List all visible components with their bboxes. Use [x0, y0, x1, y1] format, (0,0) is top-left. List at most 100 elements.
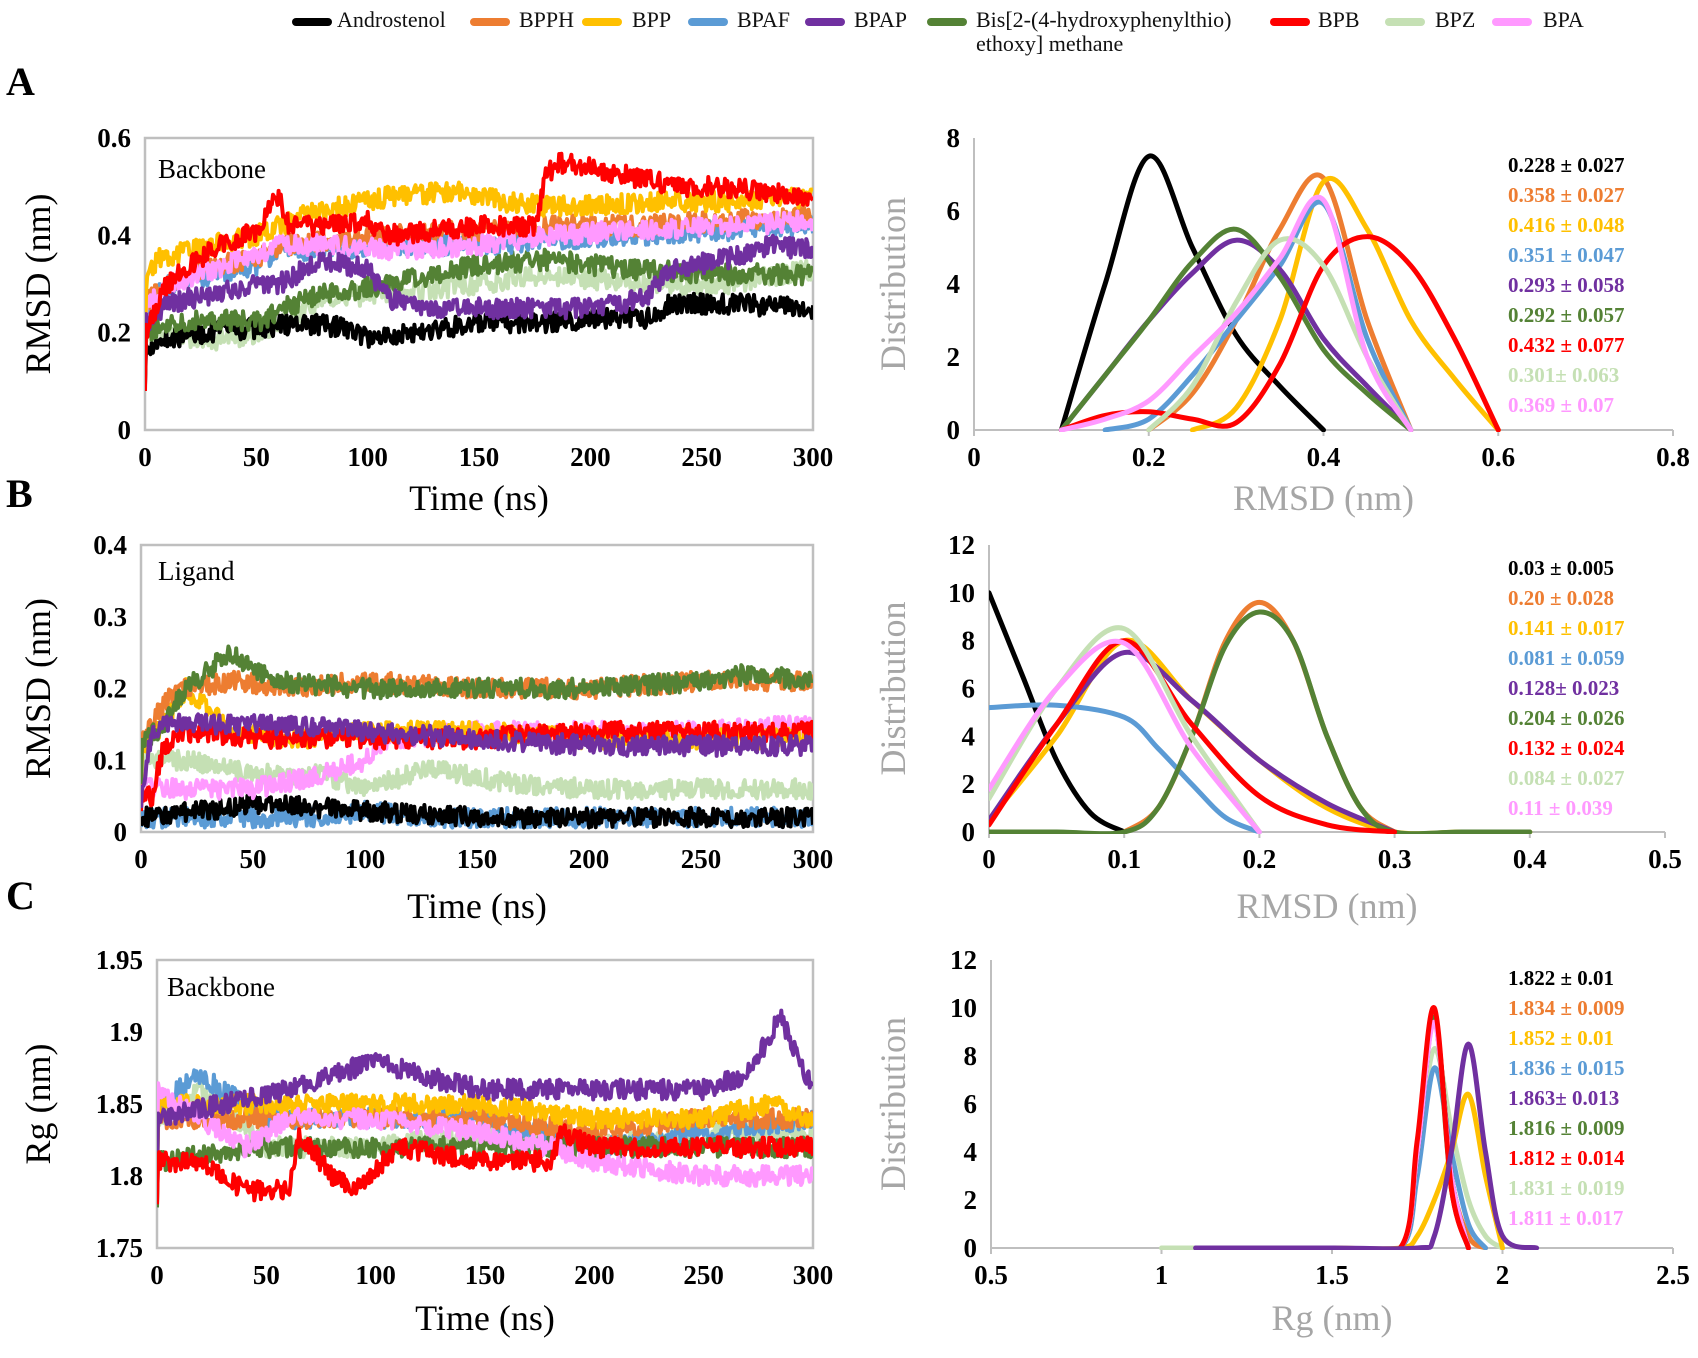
- stat-annotation: 0.301± 0.063: [1508, 363, 1619, 387]
- plot-annotation: Backbone: [167, 972, 275, 1002]
- x-tick-label: 0.5: [974, 1260, 1008, 1290]
- y-tick-label: 8: [947, 123, 961, 153]
- x-tick-label: 0: [134, 844, 148, 874]
- x-axis-title: Rg (nm): [1272, 1298, 1393, 1338]
- series-group: [989, 590, 1533, 834]
- x-tick-label: 0: [967, 442, 981, 472]
- legend-label: BPB: [1318, 7, 1360, 32]
- series-line: [157, 1092, 813, 1180]
- y-axis-title: RMSD (nm): [18, 193, 58, 374]
- stat-annotation: 1.811 ± 0.017: [1508, 1206, 1623, 1230]
- legend-swatch: [805, 18, 845, 26]
- x-tick-label: 1: [1155, 1260, 1169, 1290]
- series-line: [145, 291, 813, 386]
- stat-annotation: 0.416 ± 0.048: [1508, 213, 1625, 237]
- legend-swatch: [582, 18, 622, 26]
- series-line: [141, 748, 813, 801]
- stat-annotation: 0.084 ± 0.027: [1508, 766, 1625, 790]
- x-tick-label: 200: [569, 844, 610, 874]
- x-tick-label: 50: [243, 442, 270, 472]
- x-tick-label: 50: [240, 844, 267, 874]
- x-axis-title: Time (ns): [409, 478, 549, 518]
- stat-annotation: 0.081 ± 0.059: [1508, 646, 1625, 670]
- series-group: [145, 151, 813, 392]
- stat-annotation: 1.836 ± 0.015: [1508, 1056, 1625, 1080]
- stat-annotation: 0.358 ± 0.027: [1508, 183, 1625, 207]
- x-axis-title: RMSD (nm): [1236, 886, 1417, 926]
- x-tick-label: 200: [574, 1260, 615, 1290]
- y-tick-label: 1.85: [96, 1089, 143, 1119]
- x-tick-label: 100: [345, 844, 386, 874]
- series-line: [141, 712, 813, 809]
- x-tick-label: 200: [570, 442, 611, 472]
- y-tick-label: 4: [964, 1137, 978, 1167]
- y-axis-title: Distribution: [873, 1017, 913, 1191]
- y-tick-label: 0.1: [93, 745, 127, 775]
- plot-annotation: Ligand: [158, 556, 235, 586]
- y-tick-label: 0: [118, 415, 132, 445]
- stat-annotation: 0.432 ± 0.077: [1508, 333, 1625, 357]
- series-line: [1058, 234, 1501, 432]
- x-tick-label: 100: [355, 1260, 396, 1290]
- series-group: [141, 644, 813, 830]
- x-tick-label: 300: [793, 442, 834, 472]
- y-tick-label: 1.95: [96, 945, 143, 975]
- y-tick-label: 10: [950, 993, 977, 1023]
- series-line: [989, 590, 1127, 834]
- y-tick-label: 6: [947, 196, 961, 226]
- y-tick-label: 8: [964, 1041, 978, 1071]
- y-tick-label: 6: [962, 674, 976, 704]
- stat-annotation: 1.812 ± 0.014: [1508, 1146, 1625, 1170]
- legend-swatch: [688, 18, 728, 26]
- x-tick-label: 0: [982, 844, 996, 874]
- legend-label: BPAF: [737, 7, 791, 32]
- stat-annotation: 0.141 ± 0.017: [1508, 616, 1625, 640]
- legend-swatch: [1385, 18, 1425, 26]
- x-tick-label: 2.5: [1656, 1260, 1690, 1290]
- y-tick-label: 0: [947, 415, 961, 445]
- y-tick-label: 2: [947, 342, 961, 372]
- y-tick-label: 0.4: [93, 530, 127, 560]
- panel-label-b: B: [6, 471, 33, 516]
- series-line: [157, 1008, 813, 1184]
- series-line: [157, 1135, 813, 1208]
- series-line: [141, 644, 813, 784]
- series-line: [989, 702, 1262, 834]
- x-tick-label: 150: [457, 844, 498, 874]
- x-tick-label: 0.3: [1378, 844, 1412, 874]
- stat-annotation: 0.132 ± 0.024: [1508, 736, 1625, 760]
- x-tick-label: 50: [253, 1260, 280, 1290]
- stat-annotation: 1.834 ± 0.009: [1508, 996, 1625, 1020]
- series-line: [157, 1081, 813, 1188]
- series-group: [157, 1008, 813, 1208]
- y-tick-label: 0.3: [93, 602, 127, 632]
- x-tick-label: 0.5: [1648, 844, 1682, 874]
- x-tick-label: 1.5: [1315, 1260, 1349, 1290]
- legend-swatch: [292, 18, 332, 26]
- panel-label-a: A: [6, 59, 35, 104]
- chart-b-left: 0 50 100 150 200 250 300 0 0.1 0.2 0.3 0.4 Time (ns)…: [18, 530, 833, 926]
- y-tick-label: 1.75: [96, 1233, 143, 1263]
- stat-annotation: 0.204 ± 0.026: [1508, 706, 1625, 730]
- x-tick-label: 150: [465, 1260, 506, 1290]
- series-line: [1189, 176, 1501, 432]
- y-tick-label: 6: [964, 1089, 978, 1119]
- x-tick-label: 0.6: [1481, 442, 1515, 472]
- stat-annotation: 1.831 ± 0.019: [1508, 1176, 1625, 1200]
- stat-annotation: 0.292 ± 0.057: [1508, 303, 1625, 327]
- x-tick-label: 0.8: [1656, 442, 1690, 472]
- legend-swatch: [1270, 18, 1310, 26]
- x-tick-label: 2: [1496, 1260, 1510, 1290]
- stat-annotation: 0.351 ± 0.047: [1508, 243, 1625, 267]
- series-line: [1146, 172, 1414, 432]
- series-line: [145, 180, 813, 349]
- legend-label: BPPH: [519, 7, 575, 32]
- x-tick-label: 250: [681, 442, 722, 472]
- y-tick-label: 4: [962, 721, 976, 751]
- y-tick-label: 2: [964, 1185, 978, 1215]
- stat-annotation: 0.369 ± 0.07: [1508, 393, 1614, 417]
- x-tick-label: 0.2: [1132, 442, 1166, 472]
- legend-label: BPZ: [1435, 7, 1476, 32]
- stat-annotation: 0.20 ± 0.028: [1508, 586, 1614, 610]
- legend-label: Bis[2-(4-hydroxyphenylthio) ethoxy] metha…: [976, 7, 1232, 56]
